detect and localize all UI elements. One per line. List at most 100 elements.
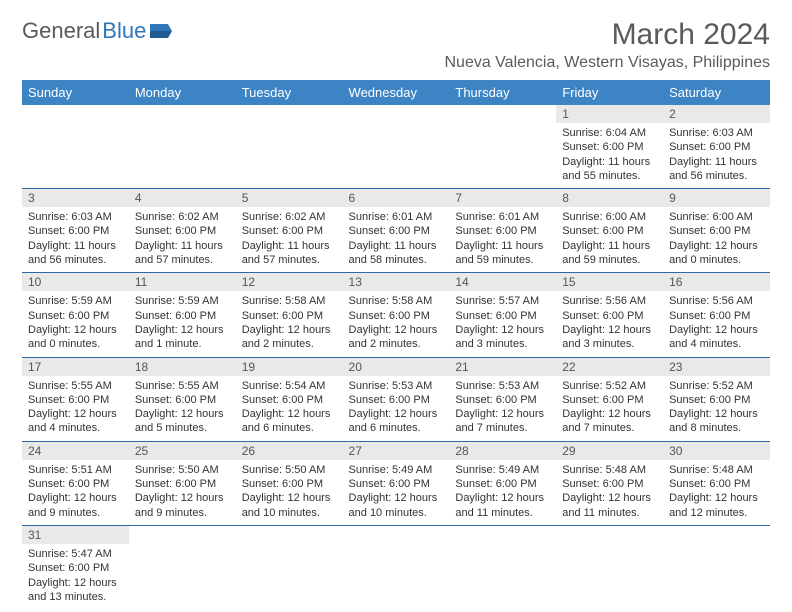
calendar-day-cell: 9Sunrise: 6:00 AMSunset: 6:00 PMDaylight… bbox=[663, 189, 770, 273]
weekday-header: Sunday bbox=[22, 80, 129, 105]
calendar-day-cell: 24Sunrise: 5:51 AMSunset: 6:00 PMDayligh… bbox=[22, 441, 129, 525]
day-number: 13 bbox=[343, 273, 450, 291]
day-details: Sunrise: 5:53 AMSunset: 6:00 PMDaylight:… bbox=[449, 376, 556, 441]
month-title: March 2024 bbox=[444, 18, 770, 52]
day-number: 31 bbox=[22, 526, 129, 544]
calendar-week-row: 3Sunrise: 6:03 AMSunset: 6:00 PMDaylight… bbox=[22, 189, 770, 273]
day-number: 3 bbox=[22, 189, 129, 207]
calendar-day-cell bbox=[556, 525, 663, 609]
page-header: GeneralBlue March 2024 Nueva Valencia, W… bbox=[22, 18, 770, 72]
logo: GeneralBlue bbox=[22, 18, 174, 44]
day-number: 10 bbox=[22, 273, 129, 291]
day-details: Sunrise: 5:54 AMSunset: 6:00 PMDaylight:… bbox=[236, 376, 343, 441]
calendar-day-cell: 30Sunrise: 5:48 AMSunset: 6:00 PMDayligh… bbox=[663, 441, 770, 525]
calendar-day-cell: 23Sunrise: 5:52 AMSunset: 6:00 PMDayligh… bbox=[663, 357, 770, 441]
logo-flag-icon bbox=[150, 22, 174, 40]
day-details: Sunrise: 5:55 AMSunset: 6:00 PMDaylight:… bbox=[129, 376, 236, 441]
day-details: Sunrise: 5:59 AMSunset: 6:00 PMDaylight:… bbox=[22, 291, 129, 356]
day-number: 17 bbox=[22, 358, 129, 376]
day-number: 5 bbox=[236, 189, 343, 207]
day-number: 2 bbox=[663, 105, 770, 123]
weekday-header: Wednesday bbox=[343, 80, 450, 105]
calendar-day-cell bbox=[236, 525, 343, 609]
day-number: 22 bbox=[556, 358, 663, 376]
day-number: 28 bbox=[449, 442, 556, 460]
calendar-day-cell: 29Sunrise: 5:48 AMSunset: 6:00 PMDayligh… bbox=[556, 441, 663, 525]
day-details: Sunrise: 6:01 AMSunset: 6:00 PMDaylight:… bbox=[449, 207, 556, 272]
title-block: March 2024 Nueva Valencia, Western Visay… bbox=[444, 18, 770, 72]
day-number: 18 bbox=[129, 358, 236, 376]
calendar-day-cell bbox=[449, 105, 556, 189]
day-number: 4 bbox=[129, 189, 236, 207]
day-number: 23 bbox=[663, 358, 770, 376]
day-number: 27 bbox=[343, 442, 450, 460]
day-number: 8 bbox=[556, 189, 663, 207]
calendar-day-cell bbox=[449, 525, 556, 609]
day-details: Sunrise: 5:52 AMSunset: 6:00 PMDaylight:… bbox=[663, 376, 770, 441]
day-details: Sunrise: 6:01 AMSunset: 6:00 PMDaylight:… bbox=[343, 207, 450, 272]
calendar-day-cell: 22Sunrise: 5:52 AMSunset: 6:00 PMDayligh… bbox=[556, 357, 663, 441]
weekday-header-row: SundayMondayTuesdayWednesdayThursdayFrid… bbox=[22, 80, 770, 105]
calendar-day-cell: 31Sunrise: 5:47 AMSunset: 6:00 PMDayligh… bbox=[22, 525, 129, 609]
calendar-day-cell bbox=[129, 105, 236, 189]
day-number: 25 bbox=[129, 442, 236, 460]
calendar-day-cell: 2Sunrise: 6:03 AMSunset: 6:00 PMDaylight… bbox=[663, 105, 770, 189]
day-number: 26 bbox=[236, 442, 343, 460]
day-number: 15 bbox=[556, 273, 663, 291]
day-details: Sunrise: 5:48 AMSunset: 6:00 PMDaylight:… bbox=[663, 460, 770, 525]
day-details: Sunrise: 5:58 AMSunset: 6:00 PMDaylight:… bbox=[343, 291, 450, 356]
day-number: 20 bbox=[343, 358, 450, 376]
day-details: Sunrise: 5:52 AMSunset: 6:00 PMDaylight:… bbox=[556, 376, 663, 441]
weekday-header: Monday bbox=[129, 80, 236, 105]
location-subtitle: Nueva Valencia, Western Visayas, Philipp… bbox=[444, 54, 770, 72]
calendar-day-cell: 3Sunrise: 6:03 AMSunset: 6:00 PMDaylight… bbox=[22, 189, 129, 273]
calendar-day-cell: 28Sunrise: 5:49 AMSunset: 6:00 PMDayligh… bbox=[449, 441, 556, 525]
day-number: 14 bbox=[449, 273, 556, 291]
day-number: 11 bbox=[129, 273, 236, 291]
calendar-day-cell: 11Sunrise: 5:59 AMSunset: 6:00 PMDayligh… bbox=[129, 273, 236, 357]
day-details: Sunrise: 5:57 AMSunset: 6:00 PMDaylight:… bbox=[449, 291, 556, 356]
calendar-day-cell: 6Sunrise: 6:01 AMSunset: 6:00 PMDaylight… bbox=[343, 189, 450, 273]
calendar-day-cell: 4Sunrise: 6:02 AMSunset: 6:00 PMDaylight… bbox=[129, 189, 236, 273]
day-details: Sunrise: 6:04 AMSunset: 6:00 PMDaylight:… bbox=[556, 123, 663, 188]
day-number: 30 bbox=[663, 442, 770, 460]
calendar-week-row: 10Sunrise: 5:59 AMSunset: 6:00 PMDayligh… bbox=[22, 273, 770, 357]
calendar-day-cell: 7Sunrise: 6:01 AMSunset: 6:00 PMDaylight… bbox=[449, 189, 556, 273]
calendar-day-cell: 27Sunrise: 5:49 AMSunset: 6:00 PMDayligh… bbox=[343, 441, 450, 525]
calendar-day-cell bbox=[343, 525, 450, 609]
calendar-week-row: 31Sunrise: 5:47 AMSunset: 6:00 PMDayligh… bbox=[22, 525, 770, 609]
calendar-day-cell: 13Sunrise: 5:58 AMSunset: 6:00 PMDayligh… bbox=[343, 273, 450, 357]
day-details: Sunrise: 5:56 AMSunset: 6:00 PMDaylight:… bbox=[663, 291, 770, 356]
day-details: Sunrise: 5:50 AMSunset: 6:00 PMDaylight:… bbox=[236, 460, 343, 525]
calendar-day-cell bbox=[236, 105, 343, 189]
day-details: Sunrise: 5:48 AMSunset: 6:00 PMDaylight:… bbox=[556, 460, 663, 525]
calendar-day-cell: 8Sunrise: 6:00 AMSunset: 6:00 PMDaylight… bbox=[556, 189, 663, 273]
weekday-header: Friday bbox=[556, 80, 663, 105]
day-number: 6 bbox=[343, 189, 450, 207]
calendar-day-cell: 5Sunrise: 6:02 AMSunset: 6:00 PMDaylight… bbox=[236, 189, 343, 273]
day-details: Sunrise: 5:49 AMSunset: 6:00 PMDaylight:… bbox=[449, 460, 556, 525]
day-number: 1 bbox=[556, 105, 663, 123]
day-details: Sunrise: 5:58 AMSunset: 6:00 PMDaylight:… bbox=[236, 291, 343, 356]
day-number: 7 bbox=[449, 189, 556, 207]
weekday-header: Thursday bbox=[449, 80, 556, 105]
day-number: 24 bbox=[22, 442, 129, 460]
day-number: 16 bbox=[663, 273, 770, 291]
day-number: 21 bbox=[449, 358, 556, 376]
calendar-day-cell: 21Sunrise: 5:53 AMSunset: 6:00 PMDayligh… bbox=[449, 357, 556, 441]
day-details: Sunrise: 6:00 AMSunset: 6:00 PMDaylight:… bbox=[663, 207, 770, 272]
day-details: Sunrise: 5:50 AMSunset: 6:00 PMDaylight:… bbox=[129, 460, 236, 525]
day-details: Sunrise: 6:03 AMSunset: 6:00 PMDaylight:… bbox=[663, 123, 770, 188]
day-details: Sunrise: 5:55 AMSunset: 6:00 PMDaylight:… bbox=[22, 376, 129, 441]
day-details: Sunrise: 5:49 AMSunset: 6:00 PMDaylight:… bbox=[343, 460, 450, 525]
calendar-week-row: 17Sunrise: 5:55 AMSunset: 6:00 PMDayligh… bbox=[22, 357, 770, 441]
day-details: Sunrise: 6:00 AMSunset: 6:00 PMDaylight:… bbox=[556, 207, 663, 272]
calendar-day-cell bbox=[129, 525, 236, 609]
day-details: Sunrise: 6:03 AMSunset: 6:00 PMDaylight:… bbox=[22, 207, 129, 272]
day-number: 12 bbox=[236, 273, 343, 291]
day-details: Sunrise: 6:02 AMSunset: 6:00 PMDaylight:… bbox=[129, 207, 236, 272]
day-number: 29 bbox=[556, 442, 663, 460]
calendar-day-cell: 14Sunrise: 5:57 AMSunset: 6:00 PMDayligh… bbox=[449, 273, 556, 357]
calendar-day-cell: 17Sunrise: 5:55 AMSunset: 6:00 PMDayligh… bbox=[22, 357, 129, 441]
calendar-table: SundayMondayTuesdayWednesdayThursdayFrid… bbox=[22, 80, 770, 609]
